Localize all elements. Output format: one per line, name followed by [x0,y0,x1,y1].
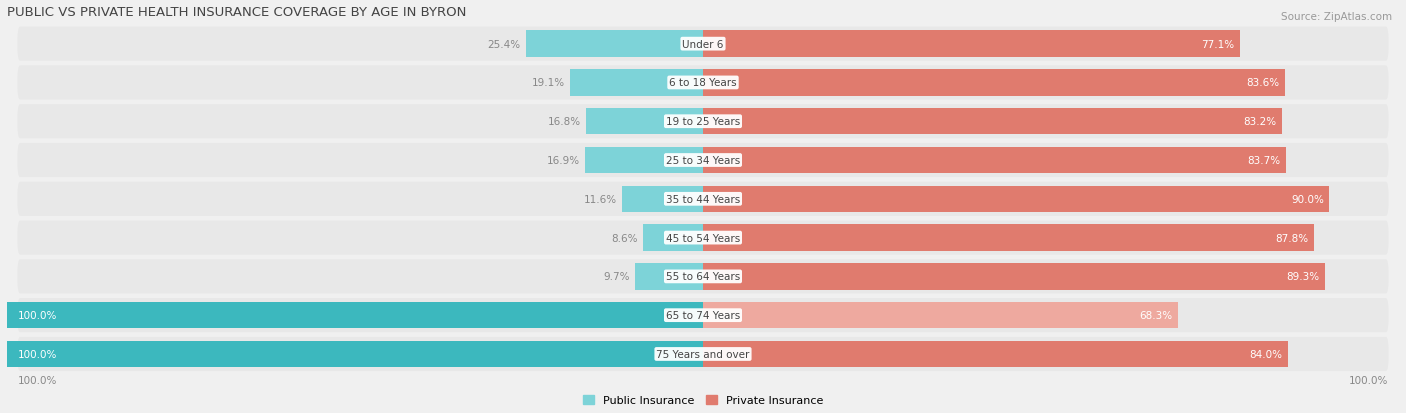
Bar [636,263,703,290]
Text: 25 to 34 Years: 25 to 34 Years [666,156,740,166]
Bar [703,341,1288,367]
Text: 25.4%: 25.4% [488,40,520,50]
Text: 45 to 54 Years: 45 to 54 Years [666,233,740,243]
Text: 100.0%: 100.0% [17,311,56,320]
Text: 9.7%: 9.7% [603,272,630,282]
Text: 8.6%: 8.6% [612,233,637,243]
Text: 83.7%: 83.7% [1247,156,1279,166]
Bar [623,186,703,212]
Text: 100.0%: 100.0% [17,349,56,359]
Text: 19 to 25 Years: 19 to 25 Years [666,117,740,127]
Bar [703,263,1324,290]
Text: 11.6%: 11.6% [583,195,617,204]
Text: 6 to 18 Years: 6 to 18 Years [669,78,737,88]
Bar [703,109,1282,135]
Text: 77.1%: 77.1% [1201,40,1234,50]
Text: Under 6: Under 6 [682,40,724,50]
Text: Source: ZipAtlas.com: Source: ZipAtlas.com [1281,12,1392,22]
Bar [7,341,703,367]
FancyBboxPatch shape [17,144,1389,178]
FancyBboxPatch shape [17,28,1389,62]
Bar [7,302,703,329]
Bar [526,31,703,58]
Text: 84.0%: 84.0% [1249,349,1282,359]
FancyBboxPatch shape [17,298,1389,332]
Text: 55 to 64 Years: 55 to 64 Years [666,272,740,282]
Text: 75 Years and over: 75 Years and over [657,349,749,359]
Text: 16.8%: 16.8% [547,117,581,127]
Text: 89.3%: 89.3% [1286,272,1319,282]
Text: 68.3%: 68.3% [1140,311,1173,320]
FancyBboxPatch shape [17,221,1389,255]
Bar [585,147,703,174]
Bar [703,31,1240,58]
Text: 65 to 74 Years: 65 to 74 Years [666,311,740,320]
Text: 83.2%: 83.2% [1243,117,1277,127]
Text: PUBLIC VS PRIVATE HEALTH INSURANCE COVERAGE BY AGE IN BYRON: PUBLIC VS PRIVATE HEALTH INSURANCE COVER… [7,7,467,19]
Text: 35 to 44 Years: 35 to 44 Years [666,195,740,204]
Bar [703,147,1285,174]
Text: 87.8%: 87.8% [1275,233,1309,243]
Text: 19.1%: 19.1% [531,78,564,88]
Bar [569,70,703,96]
FancyBboxPatch shape [17,337,1389,371]
FancyBboxPatch shape [17,260,1389,294]
Bar [586,109,703,135]
FancyBboxPatch shape [17,66,1389,100]
Text: 16.9%: 16.9% [547,156,579,166]
Text: 90.0%: 90.0% [1291,195,1324,204]
Text: 100.0%: 100.0% [17,375,56,385]
FancyBboxPatch shape [17,105,1389,139]
FancyBboxPatch shape [17,182,1389,216]
Bar [703,302,1178,329]
Bar [703,70,1285,96]
Text: 83.6%: 83.6% [1246,78,1279,88]
Bar [703,186,1330,212]
Bar [643,225,703,251]
Bar [703,225,1315,251]
Text: 100.0%: 100.0% [1350,375,1389,385]
Legend: Public Insurance, Private Insurance: Public Insurance, Private Insurance [579,391,827,410]
